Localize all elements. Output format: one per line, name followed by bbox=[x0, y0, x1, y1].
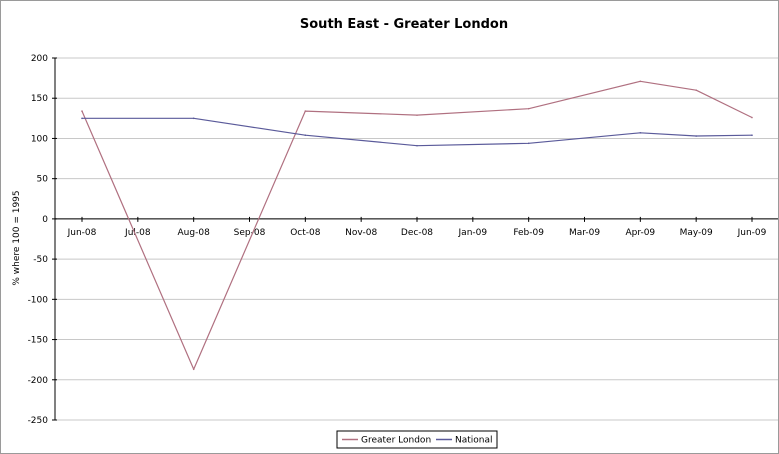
series-line-national bbox=[82, 117, 753, 147]
legend-label: Greater London bbox=[361, 436, 431, 446]
data-point bbox=[751, 134, 753, 137]
y-tick-label: 0 bbox=[42, 215, 48, 225]
x-tick-label: Aug-08 bbox=[178, 228, 211, 238]
x-tick-label: May-09 bbox=[680, 228, 713, 238]
x-tick-label: Sep-08 bbox=[234, 228, 266, 238]
data-point bbox=[304, 110, 307, 112]
x-tick-label: Jul-08 bbox=[124, 228, 151, 238]
data-point bbox=[192, 368, 195, 371]
data-point bbox=[304, 134, 307, 137]
x-tick-label: Mar-09 bbox=[569, 228, 600, 238]
data-point bbox=[695, 89, 697, 91]
x-tick-label: Jan-09 bbox=[458, 228, 488, 238]
x-tick-label: Jun-08 bbox=[67, 228, 97, 238]
series-lines bbox=[81, 80, 753, 371]
legend: Greater London National bbox=[336, 430, 498, 449]
series-line-greater-london bbox=[81, 80, 753, 370]
y-axis-label: % where 100 = 1995 bbox=[12, 190, 22, 285]
data-point bbox=[639, 132, 642, 134]
x-tick-label: Dec-08 bbox=[401, 228, 433, 238]
y-tick-label: 50 bbox=[37, 175, 49, 185]
y-tick-label: 200 bbox=[31, 54, 48, 64]
axes: 200 150 100 50 0 -50 -100 -150 -200 -250 Jun-08 Jul… bbox=[28, 54, 778, 426]
y-tick-label: -50 bbox=[33, 255, 48, 265]
data-point bbox=[416, 144, 418, 147]
y-tick-label: -250 bbox=[28, 416, 49, 426]
data-point bbox=[192, 117, 195, 120]
y-tick-label: 150 bbox=[31, 94, 48, 104]
data-point bbox=[416, 114, 418, 116]
x-tick-label: Jun-09 bbox=[737, 228, 767, 238]
data-point bbox=[639, 80, 642, 83]
x-tick-label: Feb-09 bbox=[513, 228, 544, 238]
legend-label: National bbox=[455, 436, 493, 446]
data-point bbox=[527, 142, 530, 145]
y-tick-label: -100 bbox=[28, 295, 49, 305]
x-tick-label: Oct-08 bbox=[290, 228, 321, 238]
data-point bbox=[81, 110, 83, 112]
chart-title: South East - Greater London bbox=[300, 17, 508, 32]
data-point bbox=[751, 116, 753, 119]
y-tick-label: -150 bbox=[28, 336, 49, 346]
data-point bbox=[81, 117, 83, 120]
x-tick-label: Nov-08 bbox=[345, 228, 377, 238]
x-tick-label: Apr-09 bbox=[625, 228, 655, 238]
legend-box bbox=[336, 430, 498, 449]
gridlines bbox=[55, 57, 778, 421]
y-tick-label: -200 bbox=[28, 376, 49, 386]
data-point bbox=[527, 107, 530, 110]
y-tick-label: 100 bbox=[31, 134, 48, 144]
data-point bbox=[695, 135, 697, 137]
